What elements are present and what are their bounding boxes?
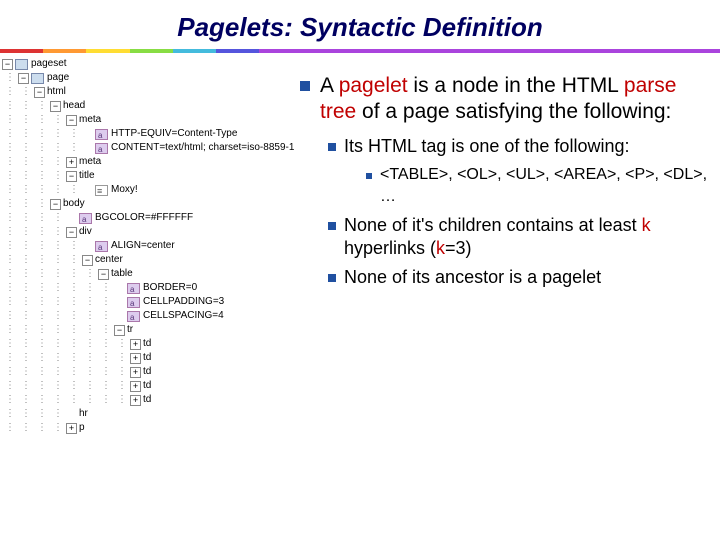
- tree-label: tr: [127, 323, 133, 337]
- expand-icon[interactable]: −: [2, 59, 13, 70]
- expand-icon[interactable]: +: [130, 395, 141, 406]
- tree-row[interactable]: ⋮⋮⋮⋮−meta: [2, 113, 300, 127]
- sub-point-3: None of its ancestor is a pagelet: [344, 266, 601, 289]
- tree-row[interactable]: ⋮⋮⋮−body: [2, 197, 300, 211]
- expand-icon[interactable]: −: [34, 87, 45, 98]
- sub-point-2: None of it's children contains at least …: [344, 214, 710, 260]
- tree-row[interactable]: ⋮⋮⋮⋮⋮−center: [2, 253, 300, 267]
- tree-row[interactable]: ⋮⋮⋮⋮hr: [2, 407, 300, 421]
- attr-icon: [79, 213, 92, 224]
- tree-label: BGCOLOR=#FFFFFF: [95, 211, 193, 225]
- expand-icon[interactable]: −: [114, 325, 125, 336]
- sub-point-1: Its HTML tag is one of the following:: [344, 135, 629, 158]
- expand-icon[interactable]: +: [130, 339, 141, 350]
- tree-label: head: [63, 99, 85, 113]
- tree-row[interactable]: ⋮⋮⋮⋮⋮⋮⋮⋮+td: [2, 351, 300, 365]
- tree-row[interactable]: ⋮⋮⋮⋮⋮ALIGN=center: [2, 239, 300, 253]
- tree-label: page: [47, 71, 69, 85]
- expand-icon[interactable]: −: [50, 199, 61, 210]
- tree-label: BORDER=0: [143, 281, 197, 295]
- tree-label: HTTP-EQUIV=Content-Type: [111, 127, 237, 141]
- bullet-icon: [328, 274, 336, 282]
- bullet-icon: [328, 222, 336, 230]
- tree-row[interactable]: ⋮⋮⋮⋮⋮⋮⋮BORDER=0: [2, 281, 300, 295]
- tree-row[interactable]: ⋮⋮⋮⋮⋮⋮⋮⋮+td: [2, 393, 300, 407]
- tree-row[interactable]: ⋮⋮⋮⋮⋮⋮⋮CELLPADDING=3: [2, 295, 300, 309]
- tree-row[interactable]: ⋮⋮⋮−head: [2, 99, 300, 113]
- tree-label: td: [143, 351, 151, 365]
- attr-icon: [127, 283, 140, 294]
- attr-icon: [95, 241, 108, 252]
- expand-icon[interactable]: −: [98, 269, 109, 280]
- tree-label: div: [79, 225, 92, 239]
- tree-label: p: [79, 421, 85, 435]
- expand-icon[interactable]: +: [130, 367, 141, 378]
- expand-icon[interactable]: +: [66, 423, 77, 434]
- tree-row[interactable]: ⋮−page: [2, 71, 300, 85]
- tag-list: <TABLE>, <OL>, <UL>, <AREA>, <P>, <DL>, …: [380, 164, 710, 208]
- tree-row[interactable]: ⋮⋮⋮⋮+p: [2, 421, 300, 435]
- tree-row[interactable]: ⋮⋮⋮⋮+meta: [2, 155, 300, 169]
- intro-paragraph: A pagelet is a node in the HTML parse tr…: [320, 73, 710, 125]
- tree-row[interactable]: ⋮⋮⋮⋮⋮⋮⋮⋮+td: [2, 337, 300, 351]
- bullet-icon: [366, 173, 372, 179]
- attr-icon: [127, 297, 140, 308]
- tree-label: CELLSPACING=4: [143, 309, 224, 323]
- tree-label: meta: [79, 113, 101, 127]
- tree-label: CELLPADDING=3: [143, 295, 224, 309]
- attr-icon: [127, 311, 140, 322]
- expand-icon[interactable]: +: [130, 381, 141, 392]
- tree-label: Moxy!: [111, 183, 138, 197]
- tree-label: td: [143, 393, 151, 407]
- tree-label: td: [143, 365, 151, 379]
- expand-icon[interactable]: +: [66, 157, 77, 168]
- tree-label: td: [143, 337, 151, 351]
- tree-row[interactable]: ⋮⋮⋮⋮⋮⋮⋮⋮+td: [2, 379, 300, 393]
- attr-icon: [95, 143, 108, 154]
- expand-icon[interactable]: +: [130, 353, 141, 364]
- tree-label: pageset: [31, 57, 67, 71]
- tree-label: body: [63, 197, 85, 211]
- tree-row[interactable]: ⋮⋮⋮⋮−title: [2, 169, 300, 183]
- tree-label: title: [79, 169, 95, 183]
- definition-text: A pagelet is a node in the HTML parse tr…: [300, 73, 710, 295]
- tree-label: CONTENT=text/html; charset=iso-8859-1: [111, 141, 294, 155]
- expand-icon[interactable]: −: [66, 171, 77, 182]
- tree-label: html: [47, 85, 66, 99]
- tag-icon: [15, 59, 28, 70]
- tree-row[interactable]: ⋮⋮⋮⋮⋮⋮⋮−tr: [2, 323, 300, 337]
- bullet-icon: [300, 81, 310, 91]
- tree-row[interactable]: ⋮⋮⋮⋮⋮HTTP-EQUIV=Content-Type: [2, 127, 300, 141]
- expand-icon[interactable]: −: [66, 227, 77, 238]
- expand-icon[interactable]: −: [50, 101, 61, 112]
- text-icon: [95, 185, 108, 196]
- bullet-icon: [328, 143, 336, 151]
- tree-row[interactable]: ⋮⋮⋮⋮⋮⋮−table: [2, 267, 300, 281]
- tree-label: td: [143, 379, 151, 393]
- tree-label: hr: [79, 407, 88, 421]
- tree-label: meta: [79, 155, 101, 169]
- tree-row[interactable]: ⋮⋮⋮⋮⋮Moxy!: [2, 183, 300, 197]
- expand-icon[interactable]: −: [82, 255, 93, 266]
- tree-label: table: [111, 267, 133, 281]
- slide-title: Pagelets: Syntactic Definition: [0, 0, 720, 49]
- tree-row[interactable]: ⋮⋮⋮⋮⋮⋮⋮CELLSPACING=4: [2, 309, 300, 323]
- tree-label: ALIGN=center: [111, 239, 175, 253]
- expand-icon[interactable]: −: [66, 115, 77, 126]
- tag-icon: [31, 73, 44, 84]
- tree-row[interactable]: ⋮⋮−html: [2, 85, 300, 99]
- tree-row[interactable]: ⋮⋮⋮⋮⋮⋮⋮⋮+td: [2, 365, 300, 379]
- attr-icon: [95, 129, 108, 140]
- tree-label: center: [95, 253, 123, 267]
- tree-row[interactable]: ⋮⋮⋮⋮−div: [2, 225, 300, 239]
- tree-row[interactable]: ⋮⋮⋮⋮BGCOLOR=#FFFFFF: [2, 211, 300, 225]
- tree-row[interactable]: − pageset: [2, 57, 300, 71]
- expand-icon[interactable]: −: [18, 73, 29, 84]
- parse-tree-view: −pageset⋮−page⋮⋮−html⋮⋮⋮−head⋮⋮⋮⋮−meta⋮⋮…: [2, 57, 300, 435]
- tree-row[interactable]: ⋮⋮⋮⋮⋮CONTENT=text/html; charset=iso-8859…: [2, 141, 300, 155]
